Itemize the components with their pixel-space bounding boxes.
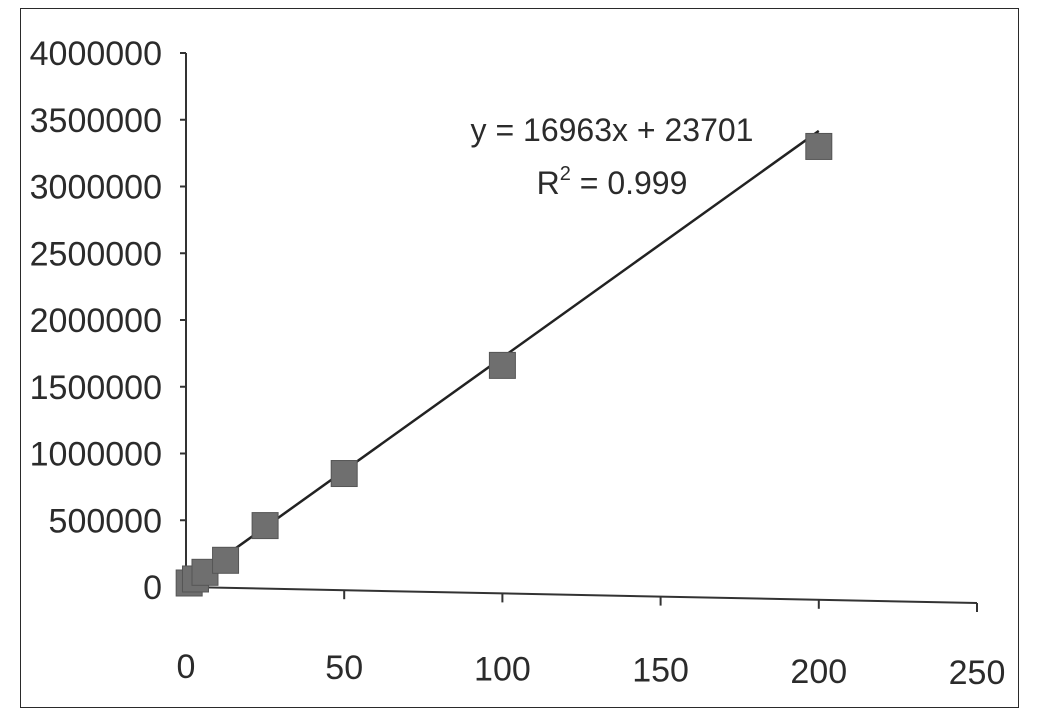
y-tick-label: 1000000	[30, 436, 162, 474]
y-tick-label: 1500000	[30, 369, 162, 407]
y-tick-labels: 0 500000 1000000 1500000 2000000 2500000 30000…	[30, 35, 186, 607]
x-tick-label: 250	[949, 654, 1006, 692]
x-axis	[185, 586, 978, 604]
y-tick-label: 500000	[49, 502, 162, 540]
y-tick-label: 4000000	[30, 35, 162, 73]
data-point	[330, 460, 358, 488]
x-tick-label: 0	[177, 648, 196, 686]
data-point	[251, 512, 279, 540]
x-tick-label: 100	[474, 650, 531, 688]
trendline-equation: y = 16963x + 23701	[471, 112, 754, 148]
data-point	[488, 351, 516, 379]
r-squared-label: R2 = 0.999	[537, 163, 688, 201]
x-tick-label: 200	[790, 653, 847, 691]
x-tick-labels: 0 50 100 150 200 250	[177, 587, 1006, 692]
x-tick-label: 50	[325, 649, 363, 687]
y-tick-label: 0	[143, 569, 162, 607]
r2-prefix: R	[537, 165, 560, 201]
data-point	[212, 546, 240, 574]
y-tick-label: 3000000	[30, 169, 162, 207]
r2-superscript: 2	[560, 163, 571, 185]
y-tick-label: 2000000	[30, 302, 162, 340]
x-tick-label: 150	[632, 652, 689, 690]
r2-suffix: = 0.999	[571, 165, 688, 201]
data-point	[805, 132, 833, 160]
y-tick-label: 2500000	[30, 235, 162, 273]
y-tick-label: 3500000	[30, 102, 162, 140]
data-points	[175, 132, 833, 597]
